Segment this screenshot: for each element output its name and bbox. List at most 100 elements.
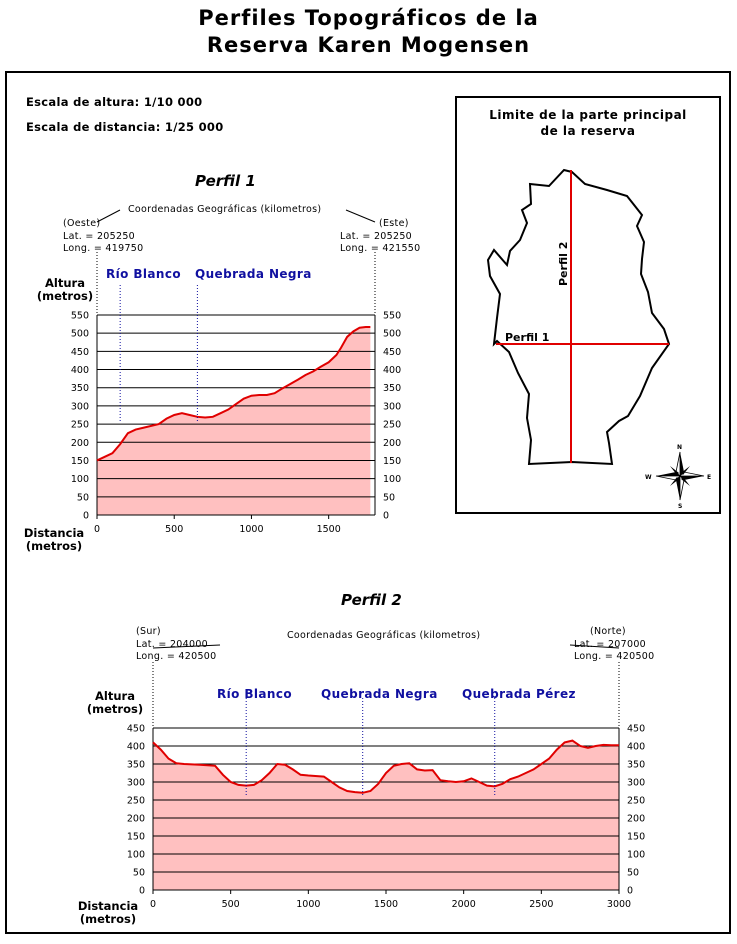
profile2-ytick-left: 150 [127, 832, 145, 843]
profile1-left-lat: Lat. = 205250 [63, 231, 136, 242]
profile1-quebrada-negra: Quebrada Negra [195, 267, 312, 281]
profile2-ytick-left: 50 [133, 868, 145, 879]
profile1-ytick-right: 350 [383, 383, 401, 394]
profile2-ytick-right: 100 [627, 850, 645, 861]
profile2-xlabel: Distancia (metros) [77, 899, 139, 926]
profile1-ytick-right: 550 [383, 311, 401, 322]
profile2-coord-bracket-right [569, 644, 620, 649]
compass-e: E [707, 474, 711, 481]
profile2-ytick-left: 200 [127, 814, 145, 825]
profile1-coord-bracket-left [96, 209, 121, 223]
profile2-coord-bracket-left [152, 644, 221, 649]
profile2-ytick-left: 400 [127, 742, 145, 753]
profile2-ytick-left: 450 [127, 724, 145, 735]
map-perfil2-label: Perfil 2 [557, 242, 570, 286]
profile2-quebrada-perez: Quebrada Pérez [462, 687, 576, 701]
profile1-ytick-right: 150 [383, 456, 401, 467]
profile1-title: Perfil 1 [195, 172, 256, 190]
profile1-ytick-left: 50 [77, 492, 89, 503]
profile1-ytick-right: 0 [383, 511, 389, 522]
height-scale-label: Escala de altura: 1/10 000 [26, 95, 203, 109]
profile2-ytick-left: 250 [127, 796, 145, 807]
profile1-area-fill [97, 327, 371, 515]
compass-rose-icon [655, 451, 705, 501]
profile2-ytick-right: 300 [627, 778, 645, 789]
profile2-ytick-left: 300 [127, 778, 145, 789]
profile2-profile-line [152, 739, 619, 794]
profile1-ytick-left: 450 [71, 347, 89, 358]
profile2-ytick-right: 200 [627, 814, 645, 825]
reserve-map-panel: Limite de la parte principal de la reser… [455, 96, 721, 514]
profile1-ytick-left: 150 [71, 456, 89, 467]
profile1-xtick-label: 0 [94, 524, 100, 535]
profile2-xtick-label: 2000 [452, 899, 476, 910]
profile2-right-direction: (Norte) [590, 626, 626, 637]
profile2-xtick-label: 1000 [296, 899, 320, 910]
profile2-right-long: Long. = 420500 [574, 651, 655, 662]
map-perfil1-label: Perfil 1 [505, 331, 549, 344]
profile2-ylabel: Altura (metros) [86, 689, 144, 716]
profile1-ytick-left: 350 [71, 383, 89, 394]
distance-scale-label: Escala de distancia: 1/25 000 [26, 120, 224, 134]
profile2-ytick-left: 0 [139, 886, 145, 897]
profile1-river-blanco: Río Blanco [106, 267, 182, 281]
profile1-xlabel: Distancia (metros) [23, 526, 85, 553]
profile2-coords-label: Coordenadas Geográficas (kilometros) [287, 630, 481, 641]
profile2-right-lat: Lat. = 207000 [574, 639, 647, 650]
profile2-xtick-label: 0 [150, 899, 156, 910]
profile1-ytick-right: 100 [383, 474, 401, 485]
profile1-ytick-left: 100 [71, 474, 89, 485]
profile2-xtick-label: 3000 [607, 899, 631, 910]
profile1-ytick-right: 200 [383, 438, 401, 449]
profile1-ytick-left: 0 [83, 511, 89, 522]
profile1-ytick-left: 500 [71, 329, 89, 340]
profile1-ytick-right: 500 [383, 329, 401, 340]
profile2-ytick-right: 150 [627, 832, 645, 843]
profile2-quebrada-negra: Quebrada Negra [321, 687, 438, 701]
profile1-ytick-right: 50 [383, 492, 395, 503]
profile1-ytick-right: 400 [383, 365, 401, 376]
profile1-ytick-left: 300 [71, 401, 89, 412]
compass-n: N [677, 444, 682, 451]
profile2-ytick-right: 450 [627, 724, 645, 735]
compass-w: W [645, 474, 652, 481]
profile2-xtick-label: 2500 [529, 899, 553, 910]
profile2-ytick-right: 250 [627, 796, 645, 807]
profile2-left-direction: (Sur) [136, 626, 161, 637]
profile1-ytick-right: 450 [383, 347, 401, 358]
profile2-area-fill [153, 740, 619, 890]
profile1-ytick-right: 250 [383, 420, 401, 431]
reserve-boundary [486, 168, 671, 466]
profile2-river-blanco: Río Blanco [217, 687, 293, 701]
profile2-left-lat: Lat. = 204000 [136, 639, 209, 650]
profile1-left-long: Long. = 419750 [63, 243, 144, 254]
profile1-ytick-left: 250 [71, 420, 89, 431]
page-title-line2: Reserva Karen Mogensen [206, 33, 531, 57]
profile1-ylabel: Altura (metros) [36, 276, 94, 303]
compass-s: S [678, 503, 682, 510]
profile1-ytick-left: 400 [71, 365, 89, 376]
profile1-ytick-left: 550 [71, 311, 89, 322]
profile1-xtick-label: 500 [165, 524, 183, 535]
profile2-left-long: Long. = 420500 [136, 651, 217, 662]
profile1-xtick-label: 1500 [317, 524, 341, 535]
reserve-map: Perfil 1 Perfil 2 N S E W [486, 168, 711, 510]
profile1-right-direction: (Este) [379, 218, 409, 229]
profile2-ytick-left: 350 [127, 760, 145, 771]
profile1-right-lat: Lat. = 205250 [340, 231, 413, 242]
profile1-profile-line [96, 326, 371, 462]
profile2-xtick-label: 500 [222, 899, 240, 910]
profile2-ytick-right: 350 [627, 760, 645, 771]
profile2-ytick-left: 100 [127, 850, 145, 861]
profile2-ytick-right: 50 [627, 868, 639, 879]
map-title: Limite de la parte principal de la reser… [489, 108, 687, 138]
profile2-title: Perfil 2 [341, 591, 402, 609]
profile1-ytick-left: 200 [71, 438, 89, 449]
profile1-ytick-right: 300 [383, 401, 401, 412]
profile2-ytick-right: 0 [627, 886, 633, 897]
profile1-coord-bracket-right [345, 209, 376, 223]
profile1-right-long: Long. = 421550 [340, 243, 421, 254]
profile2-xtick-label: 1500 [374, 899, 398, 910]
profile1-xtick-label: 1000 [239, 524, 263, 535]
